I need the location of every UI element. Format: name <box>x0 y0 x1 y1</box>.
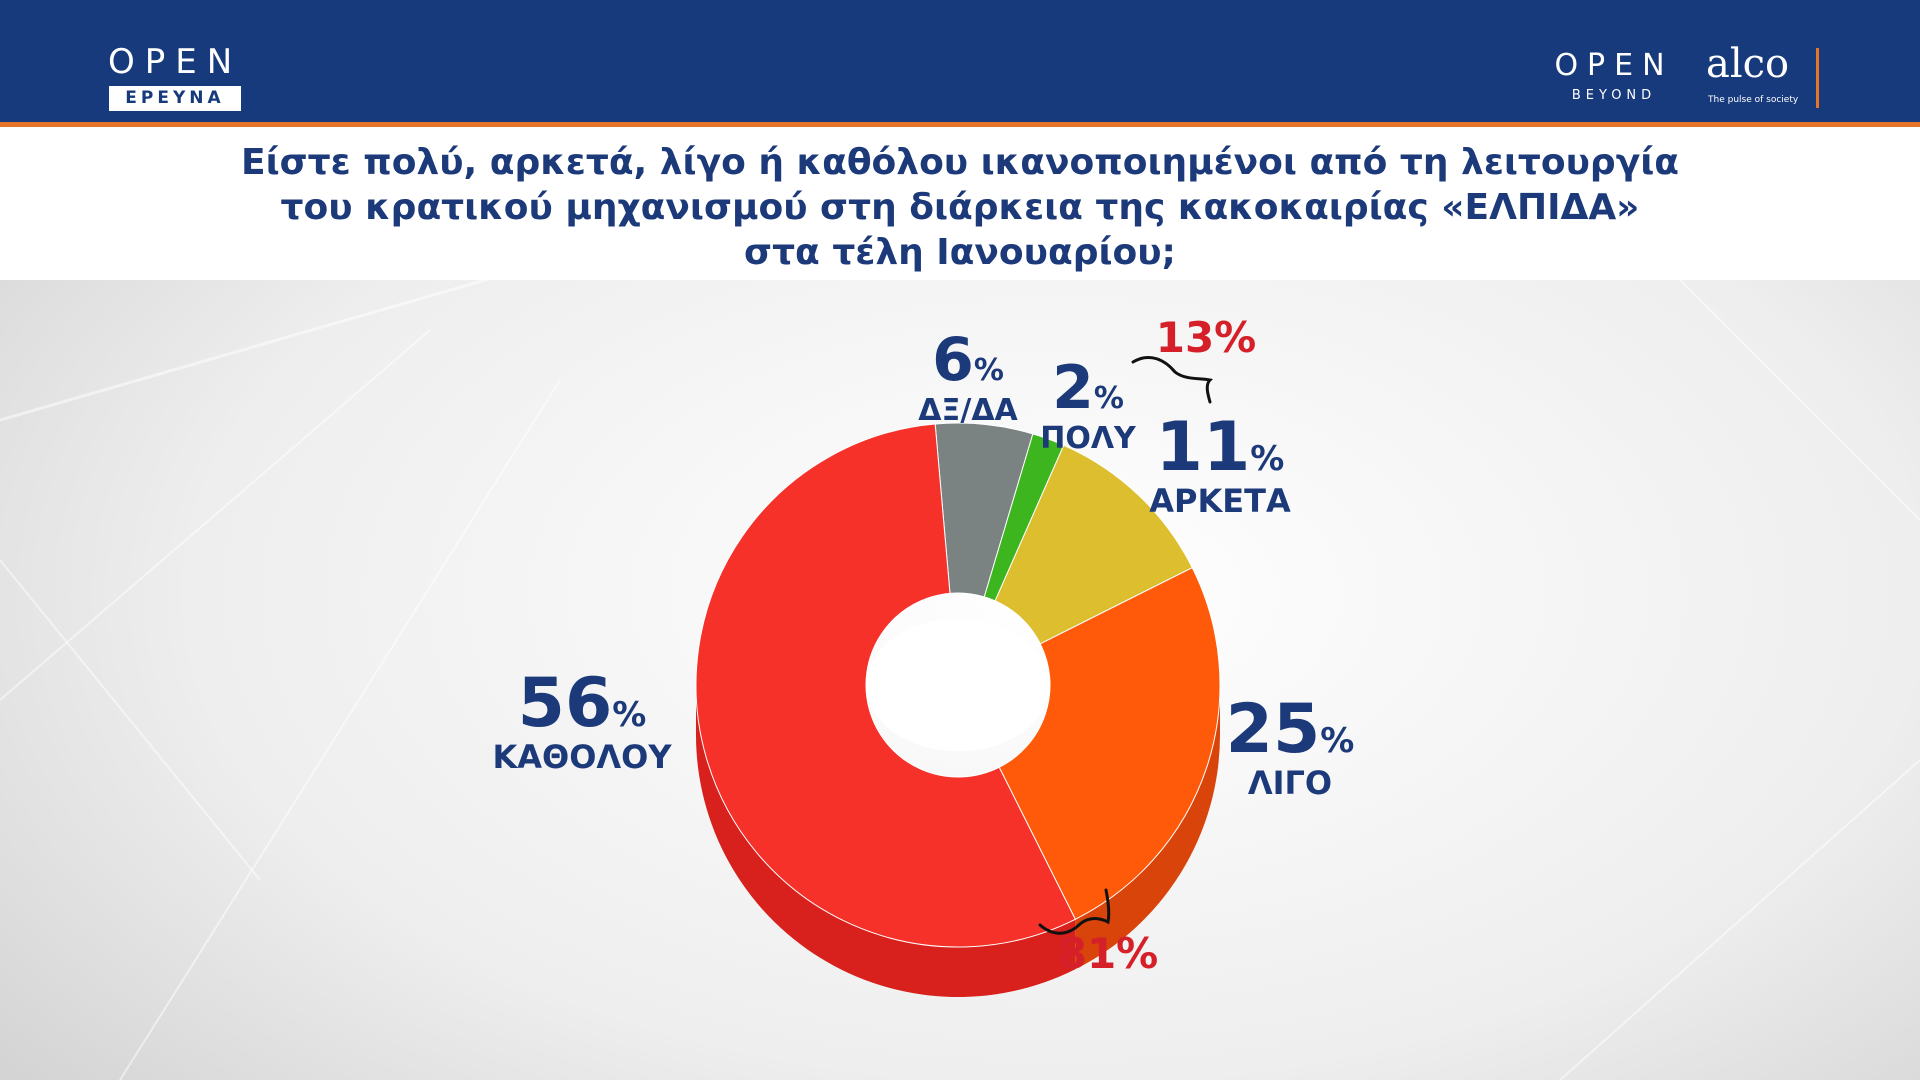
donut-hole <box>866 618 1050 752</box>
header-accent-line <box>0 122 1920 127</box>
question-line-1: Είστε πολύ, αρκετά, λίγο ή καθόλου ικανο… <box>241 142 1679 183</box>
donut-side-4 <box>696 685 1076 998</box>
top-header-bar <box>0 0 1920 122</box>
group-total-0: 13% <box>1156 313 1257 362</box>
donut-side <box>696 685 1220 998</box>
donut-slice-ΑΡΚΕΤΑ <box>994 444 1193 645</box>
donut-side-3 <box>1075 685 1220 970</box>
category-label-ΔΞ/ΔΑ: ΔΞ/ΔΑ <box>918 393 1018 428</box>
group-total-1: 81% <box>1058 929 1159 978</box>
value-label-ΔΞ/ΔΑ: 6% <box>932 325 1004 395</box>
alco-logo: alco <box>1706 41 1790 87</box>
question-line-2: του κρατικού μηχανισμού στη διάρκεια της… <box>280 187 1640 228</box>
donut-labels: 6%ΔΞ/ΔΑ 2%ΠΟΛΥ 11%ΑΡΚΕΤΑ 25%ΛΙΓΟ 56%ΚΑΘΟΛΟΥ <box>492 325 1354 802</box>
erevna-logo-badge: ΕΡΕΥΝΑ <box>109 86 241 111</box>
donut-top <box>695 422 1221 948</box>
open-beyond-logo-text: OPEN <box>1554 48 1674 83</box>
donut-slice-ΚΑΘΟΛΟΥ <box>695 423 1076 948</box>
beyond-logo-subtitle: BEYOND <box>1571 88 1657 103</box>
question-band <box>0 127 1920 280</box>
category-label-ΛΙΓΟ: ΛΙΓΟ <box>1248 764 1332 802</box>
donut-group-totals: 13% 81% <box>1038 313 1257 978</box>
question-line-3: στα τέλη Ιανουαρίου; <box>744 232 1176 273</box>
question-title: Είστε πολύ, αρκετά, λίγο ή καθόλου ικανο… <box>100 140 1820 275</box>
group-brace-1 <box>1038 888 1111 935</box>
background-streaks <box>0 268 1920 1080</box>
value-label-ΑΡΚΕΤΑ: 11% <box>1156 408 1285 487</box>
logo-divider <box>1816 48 1819 108</box>
category-label-ΚΑΘΟΛΟΥ: ΚΑΘΟΛΟΥ <box>492 738 672 776</box>
alco-tagline: The pulse of society <box>1708 95 1799 105</box>
open-logo-text: OPEN <box>108 42 243 82</box>
value-label-ΠΟΛΥ: 2% <box>1052 353 1124 423</box>
value-label-ΚΑΘΟΛΟΥ: 56% <box>518 664 647 743</box>
category-label-ΑΡΚΕΤΑ: ΑΡΚΕΤΑ <box>1149 482 1291 520</box>
donut-slice-ΛΙΓΟ <box>998 567 1221 920</box>
group-brace-0 <box>1131 356 1214 404</box>
value-label-ΛΙΓΟ: 25% <box>1226 690 1355 769</box>
category-label-ΠΟΛΥ: ΠΟΛΥ <box>1040 421 1137 456</box>
